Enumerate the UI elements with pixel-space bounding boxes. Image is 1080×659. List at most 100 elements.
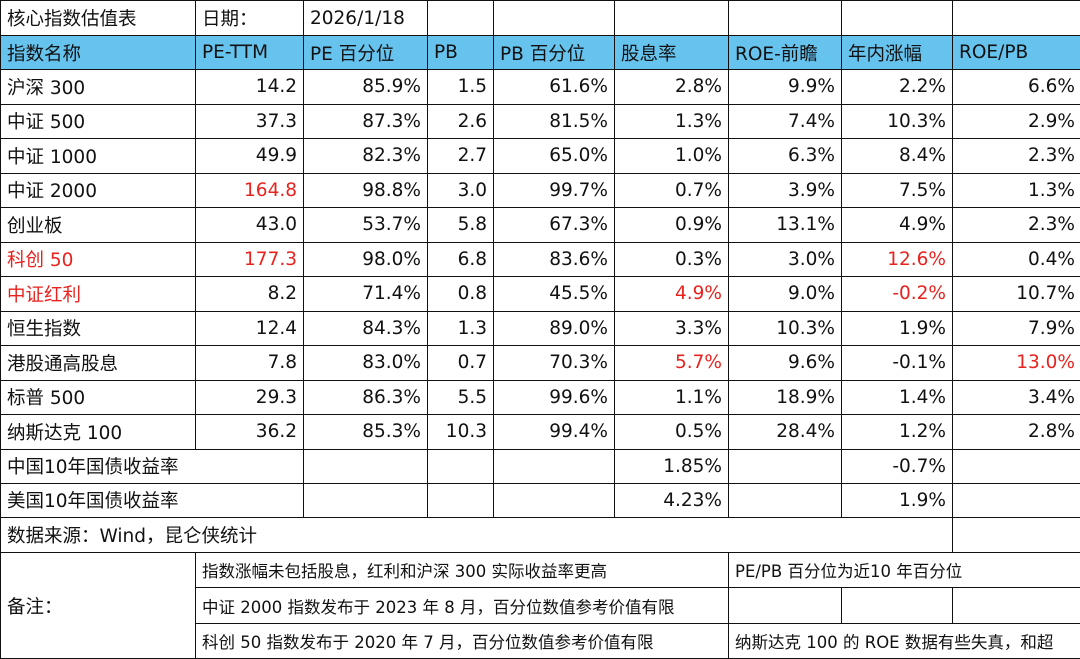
value-cell: 0.9%: [615, 208, 729, 243]
value-cell: 7.4%: [729, 104, 842, 139]
value-cell: 2.3%: [953, 139, 1080, 174]
column-header: ROE-前瞻: [729, 36, 842, 70]
empty-cell: [494, 483, 615, 517]
value-cell: 43.0: [196, 208, 304, 243]
empty-cell: [729, 1, 842, 36]
value-cell: 12.4: [196, 311, 304, 346]
value-cell: 85.9%: [304, 70, 428, 105]
index-name: 港股通高股息: [1, 346, 196, 381]
value-cell: 7.8: [196, 346, 304, 381]
empty-cell: [953, 1, 1080, 36]
value-cell: 45.5%: [494, 277, 615, 312]
value-cell: 5.7%: [615, 346, 729, 381]
empty-cell: [953, 449, 1080, 483]
empty-cell: [842, 1, 953, 36]
value-cell: 0.3%: [615, 242, 729, 277]
value-cell: 2.2%: [842, 70, 953, 105]
value-cell: 2.8%: [615, 70, 729, 105]
value-cell: 84.3%: [304, 311, 428, 346]
value-cell: 9.6%: [729, 346, 842, 381]
value-cell: 7.9%: [953, 311, 1080, 346]
value-cell: 99.4%: [494, 415, 615, 450]
index-name: 纳斯达克 100: [1, 415, 196, 450]
yield-label: 中国10年国债收益率: [1, 449, 304, 483]
empty-cell: [729, 483, 842, 517]
column-header: PB 百分位: [494, 36, 615, 70]
value-cell: 2.3%: [953, 208, 1080, 243]
note-text: 指数涨幅未包括股息，红利和沪深 300 实际收益率更高: [196, 553, 729, 588]
column-header: PB: [428, 36, 494, 70]
value-cell: 89.0%: [494, 311, 615, 346]
value-cell: 0.5%: [615, 415, 729, 450]
value-cell: 99.7%: [494, 173, 615, 208]
value-cell: 83.0%: [304, 346, 428, 381]
yield-label: 美国10年国债收益率: [1, 483, 304, 517]
empty-cell: [428, 449, 494, 483]
value-cell: 83.6%: [494, 242, 615, 277]
value-cell: 99.6%: [494, 380, 615, 415]
value-cell: 1.5: [428, 70, 494, 105]
value-cell: 10.7%: [953, 277, 1080, 312]
value-cell: 67.3%: [494, 208, 615, 243]
empty-cell: [615, 1, 729, 36]
value-cell: 37.3: [196, 104, 304, 139]
date-label: 日期：: [196, 1, 304, 36]
value-cell: 70.3%: [494, 346, 615, 381]
index-name: 恒生指数: [1, 311, 196, 346]
value-cell: 0.7: [428, 346, 494, 381]
value-cell: 6.6%: [953, 70, 1080, 105]
index-name: 沪深 300: [1, 70, 196, 105]
index-name: 中证红利: [1, 277, 196, 312]
empty-cell: [494, 449, 615, 483]
note-text: PE/PB 百分位为近10 年百分位: [729, 553, 1080, 588]
index-name: 标普 500: [1, 380, 196, 415]
value-cell: 10.3: [428, 415, 494, 450]
value-cell: 7.5%: [842, 173, 953, 208]
index-name: 中证 2000: [1, 173, 196, 208]
value-cell: 10.3%: [842, 104, 953, 139]
value-cell: 3.0: [428, 173, 494, 208]
column-header: PE 百分位: [304, 36, 428, 70]
value-cell: 6.3%: [729, 139, 842, 174]
value-cell: 6.8: [428, 242, 494, 277]
value-cell: 0.7%: [615, 173, 729, 208]
value-cell: 49.9: [196, 139, 304, 174]
value-cell: 9.9%: [729, 70, 842, 105]
value-cell: 98.8%: [304, 173, 428, 208]
value-cell: 71.4%: [304, 277, 428, 312]
value-cell: 98.0%: [304, 242, 428, 277]
index-name: 创业板: [1, 208, 196, 243]
value-cell: 3.4%: [953, 380, 1080, 415]
empty-cell: [953, 588, 1080, 623]
note-text: 中证 2000 指数发布于 2023 年 8 月，百分位数值参考价值有限: [196, 588, 729, 623]
yield-change: -0.7%: [842, 449, 953, 483]
empty-cell: [953, 483, 1080, 517]
empty-cell: [729, 588, 842, 623]
column-header: 股息率: [615, 36, 729, 70]
value-cell: 4.9%: [615, 277, 729, 312]
value-cell: 65.0%: [494, 139, 615, 174]
value-cell: 12.6%: [842, 242, 953, 277]
value-cell: 2.8%: [953, 415, 1080, 450]
value-cell: 5.5: [428, 380, 494, 415]
yield-value: 1.85%: [615, 449, 729, 483]
value-cell: 8.2: [196, 277, 304, 312]
value-cell: 8.4%: [842, 139, 953, 174]
value-cell: 177.3: [196, 242, 304, 277]
value-cell: 1.4%: [842, 380, 953, 415]
empty-cell: [494, 1, 615, 36]
value-cell: 36.2: [196, 415, 304, 450]
value-cell: -0.2%: [842, 277, 953, 312]
value-cell: 29.3: [196, 380, 304, 415]
empty-cell: [842, 588, 953, 623]
